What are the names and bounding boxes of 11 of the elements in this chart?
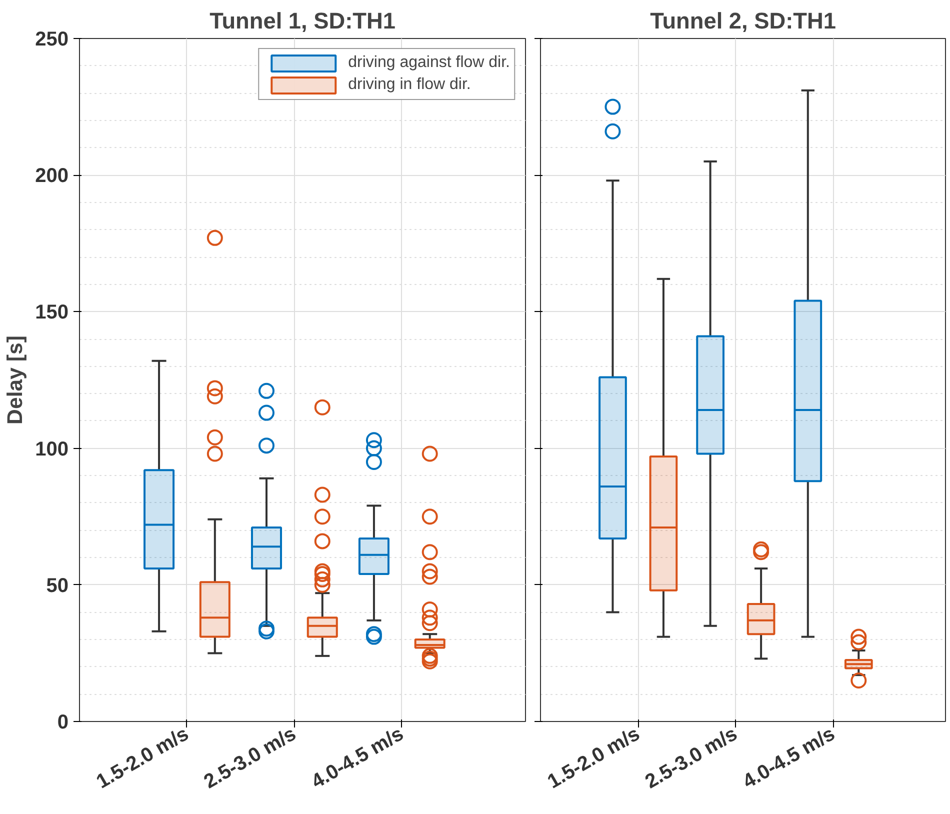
y-tick-label: 150 [35,302,69,324]
y-tick-label: 250 [35,28,69,50]
y-axis-title: Delay [s] [3,336,28,424]
y-tick-label: 50 [46,574,69,597]
legend-label: driving in flow dir. [348,76,471,94]
legend-label: driving against flow dir. [348,54,510,72]
y-tick-label: 100 [35,438,69,460]
y-tick-label: 0 [57,712,68,734]
y-tick-label: 200 [35,165,69,188]
chart-title: Tunnel 2, SD:TH1 [650,8,836,34]
chart-title: Tunnel 1, SD:TH1 [210,8,396,34]
